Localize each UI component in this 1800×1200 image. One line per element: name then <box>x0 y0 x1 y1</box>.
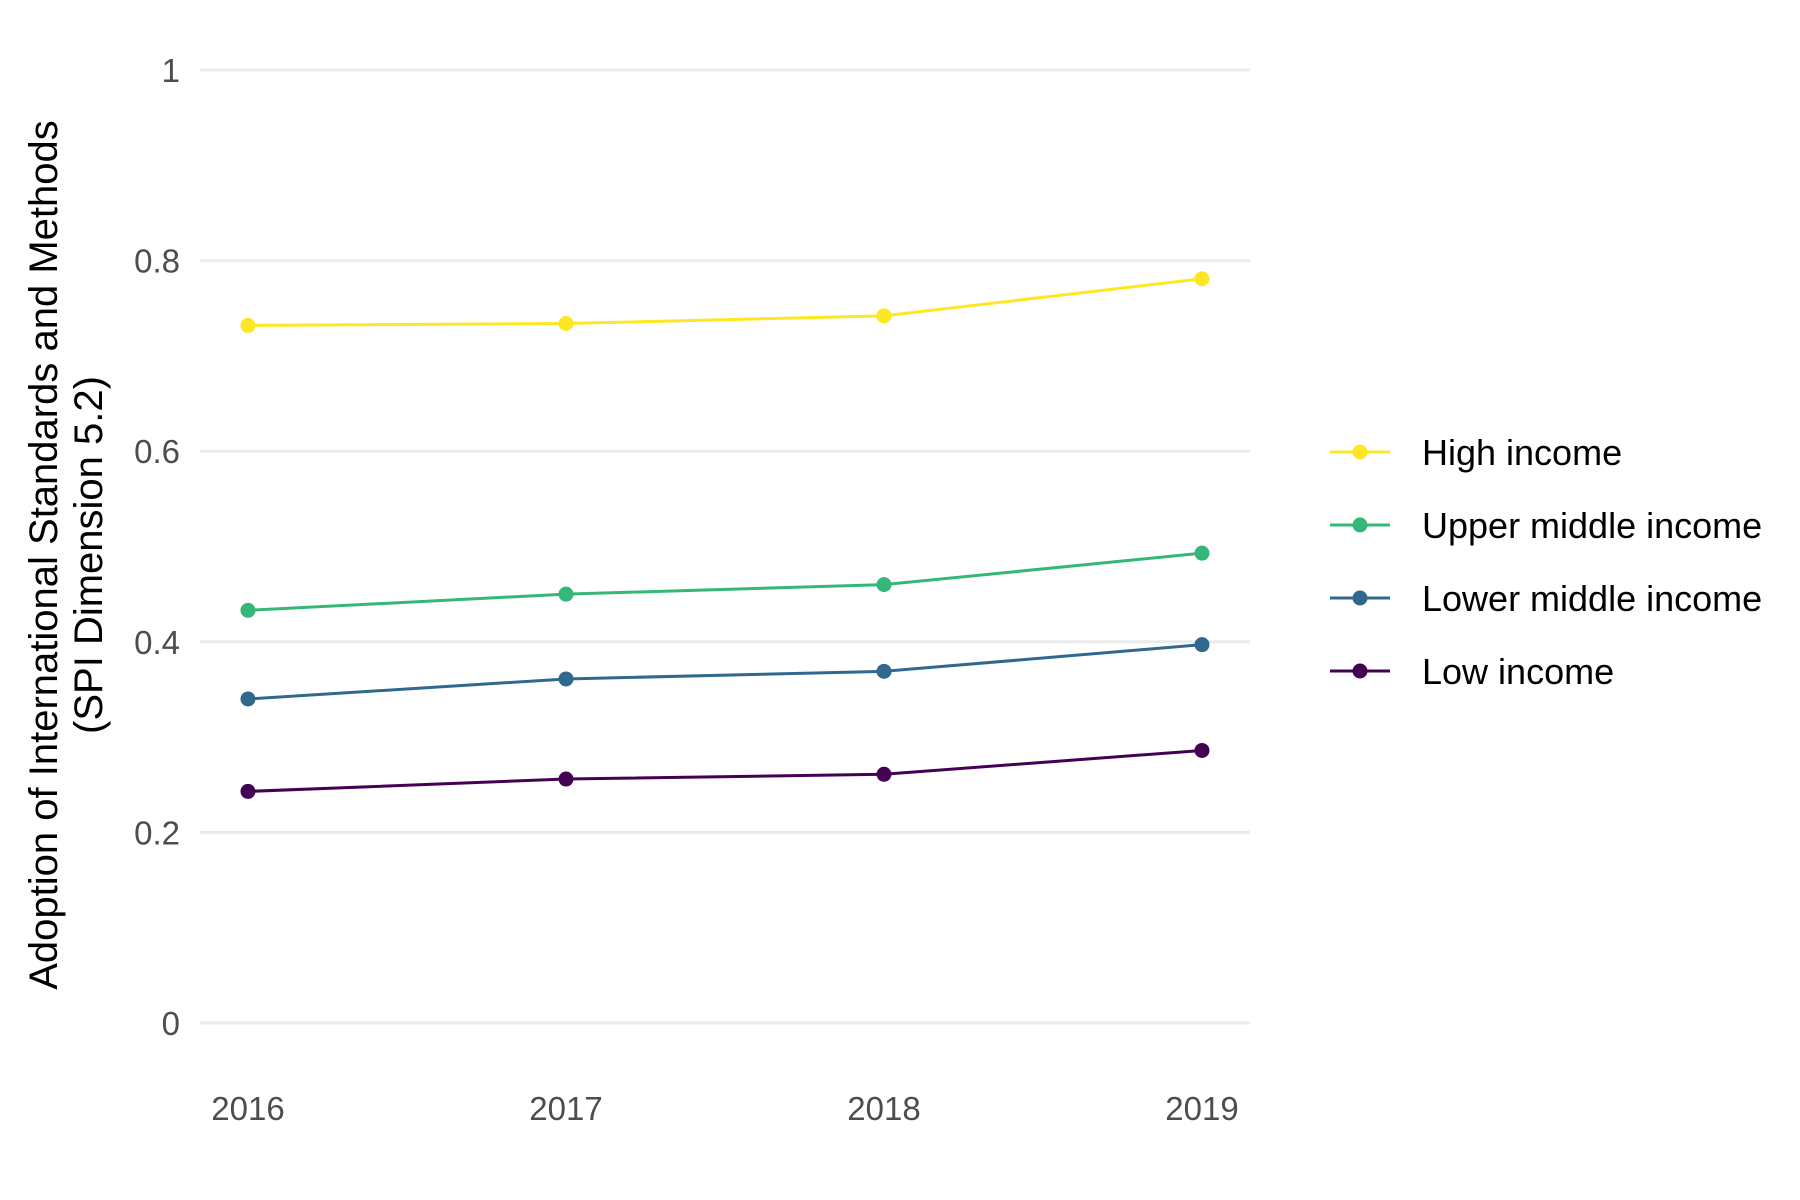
series-line <box>247 748 1203 793</box>
legend-label: Upper middle income <box>1422 505 1762 546</box>
data-point <box>876 577 892 593</box>
data-point <box>1194 742 1210 758</box>
data-point <box>240 317 256 333</box>
series-layer <box>240 271 1210 799</box>
y-tick-label: 0.2 <box>134 814 180 851</box>
series-line <box>247 551 1203 612</box>
data-point <box>1194 637 1210 653</box>
legend-item: Upper middle income <box>1330 505 1762 546</box>
y-axis-ticks: 0 0.2 0.4 0.6 0.8 1 <box>134 52 180 1042</box>
y-tick-label: 0.4 <box>134 624 180 661</box>
series-line <box>247 643 1203 701</box>
legend-key-point <box>1352 590 1368 606</box>
y-axis-title-line-2: (SPI Dimension 5.2) <box>67 376 111 734</box>
data-point <box>558 586 574 602</box>
series-line <box>247 277 1203 327</box>
legend-key-point <box>1352 663 1368 679</box>
y-tick-label: 0.6 <box>134 433 180 470</box>
y-tick-label: 0 <box>162 1005 180 1042</box>
legend-label: High income <box>1422 432 1622 473</box>
legend-item: High income <box>1330 432 1622 473</box>
legend: High income Upper middle income Lower midd… <box>1330 432 1762 692</box>
gridlines <box>200 68 1250 1025</box>
y-tick-label: 1 <box>162 52 180 89</box>
x-tick-label: 2018 <box>847 1090 920 1127</box>
data-point <box>1194 545 1210 561</box>
data-point <box>240 783 256 799</box>
legend-key-point <box>1352 444 1368 460</box>
y-axis-title-line-1: Adoption of International Standards and … <box>22 120 66 990</box>
data-point <box>240 602 256 618</box>
x-tick-label: 2016 <box>211 1090 284 1127</box>
series-high-income <box>240 271 1210 333</box>
legend-key-point <box>1352 517 1368 533</box>
series-upper-middle-income <box>240 545 1210 618</box>
series-low-income <box>240 742 1210 799</box>
data-point <box>558 315 574 331</box>
data-point <box>876 766 892 782</box>
legend-label: Low income <box>1422 651 1614 692</box>
data-point <box>558 771 574 787</box>
y-tick-label: 0.8 <box>134 243 180 280</box>
legend-label: Lower middle income <box>1422 578 1762 619</box>
data-point <box>1194 271 1210 287</box>
series-lower-middle-income <box>240 637 1210 707</box>
y-axis-title: Adoption of International Standards and … <box>22 120 111 990</box>
data-point <box>240 691 256 707</box>
data-point <box>558 671 574 687</box>
data-point <box>876 663 892 679</box>
legend-item: Lower middle income <box>1330 578 1762 619</box>
x-tick-label: 2017 <box>529 1090 602 1127</box>
legend-item: Low income <box>1330 651 1614 692</box>
data-point <box>876 308 892 324</box>
x-tick-label: 2019 <box>1165 1090 1238 1127</box>
x-axis-ticks: 2016 2017 2018 2019 <box>211 1090 1238 1127</box>
